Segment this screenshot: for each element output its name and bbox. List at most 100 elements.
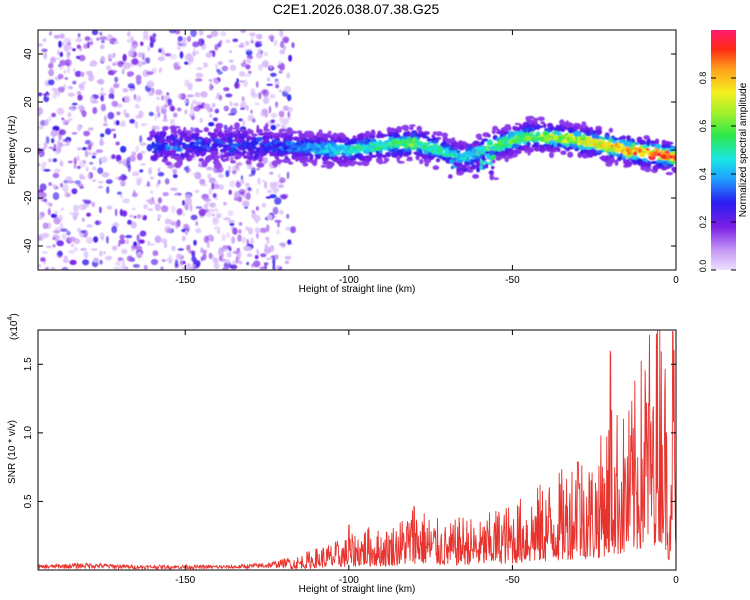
heatmap-noise-cell [59, 142, 63, 148]
heatmap-noise-cell [78, 54, 86, 62]
heatmap-noise-cell [54, 168, 61, 174]
heatmap-ridge-core-cell [298, 149, 304, 153]
heatmap-noise-cell [71, 188, 78, 195]
heatmap-noise-cell [219, 40, 223, 44]
heatmap-noise-cell [203, 103, 211, 110]
heatmap-noise-cell [67, 92, 75, 97]
heatmap-noise-cell [64, 188, 68, 197]
heatmap-noise-cell [152, 33, 157, 38]
heatmap-ridge-cell [640, 139, 646, 145]
heatmap-noise-cell [246, 253, 253, 257]
heatmap-noise-cell [221, 233, 226, 242]
heatmap-noise-cell [48, 203, 53, 207]
heatmap-ridge-cell [608, 127, 614, 133]
heatmap-ridge-cell [235, 153, 242, 159]
heatmap-noise-cell [248, 70, 252, 74]
heatmap-noise-cell [260, 253, 267, 258]
heatmap-noise-cell [49, 31, 52, 36]
heatmap-noise-cell [255, 42, 263, 48]
heatmap-noise-cell [284, 38, 289, 44]
heatmap-noise-cell [266, 239, 270, 244]
heatmap-noise-cell [54, 227, 61, 231]
heatmap-noise-cell [253, 215, 261, 223]
heatmap-noise-cell [129, 119, 136, 124]
heatmap-noise-cell [206, 241, 210, 249]
heatmap-ridge-cell [323, 152, 330, 158]
heatmap-ridge-cell [216, 128, 223, 132]
heatmap-noise-cell [241, 96, 245, 102]
heatmap-noise-cell [265, 224, 270, 233]
heatmap-noise-cell [251, 118, 256, 123]
heatmap-noise-cell [250, 88, 256, 94]
heatmap-noise-cell [130, 221, 137, 229]
heatmap-noise-cell [117, 242, 121, 247]
heatmap-ridge-cell [527, 147, 535, 153]
heatmap-ridge-core-cell [584, 139, 588, 143]
heatmap-ridge-cell [242, 150, 247, 154]
snr-panel: -150 -100 -50 0 0.5 1.0 1.5 Height of straigh… [7, 313, 679, 595]
heatmap-noise-cell [164, 178, 170, 185]
heatmap-ridge-core-cell [342, 149, 348, 154]
heatmap-ridge-cell [490, 154, 497, 160]
spectrogram-panel: -150 -100 -50 0 -40 -20 0 20 40 Height of strai… [7, 29, 679, 295]
heatmap-ridge-core-cell [584, 142, 590, 147]
heatmap-ridge-cell [581, 134, 587, 139]
heatmap-noise-cell [286, 72, 291, 79]
heatmap-ridge-cell [599, 156, 607, 160]
heatmap-noise-cell [182, 212, 186, 217]
heatmap-noise-cell [194, 78, 203, 82]
heatmap-noise-cell [278, 110, 285, 118]
heatmap-ridge-cell [431, 140, 439, 144]
heatmap-noise-cell [57, 251, 63, 256]
heatmap-ridge-cell [327, 130, 332, 135]
heatmap-noise-cell [59, 33, 65, 39]
heatmap-noise-cell [217, 61, 223, 65]
heatmap-noise-cell [157, 111, 161, 118]
heatmap-noise-cell [89, 62, 97, 67]
heatmap-ridge-cell [582, 153, 588, 159]
heatmap-noise-cell [41, 161, 47, 166]
heatmap-noise-cell [108, 93, 114, 99]
heatmap-noise-cell [77, 147, 82, 151]
heatmap-noise-cell [247, 227, 254, 235]
heatmap-ridge-cell [530, 122, 535, 129]
heatmap-ridge-cell [499, 130, 505, 134]
heatmap-ridge-core-cell [462, 152, 467, 155]
heatmap-noise-cell [80, 230, 86, 234]
heatmap-ridge-cell [184, 136, 193, 143]
heatmap-ridge-core-cell [286, 149, 292, 152]
heatmap-noise-cell [205, 211, 213, 217]
heatmap-noise-cell [265, 236, 270, 241]
heatmap-ridge-cell [156, 146, 164, 151]
heatmap-ridge-core-cell [444, 148, 449, 153]
heatmap-ridge-core-cell [399, 142, 407, 147]
heatmap-ridge-core-cell [292, 142, 297, 147]
heatmap-ridge-cell [149, 130, 157, 135]
heatmap-ridge-core-cell [429, 146, 436, 149]
heatmap-ridge-core-cell [323, 149, 330, 154]
heatmap-noise-cell [126, 156, 131, 164]
heatmap-ridge-core-cell [321, 147, 327, 150]
heatmap-ridge-cell [626, 136, 631, 143]
heatmap-noise-cell [118, 175, 122, 181]
heatmap-noise-cell [278, 70, 283, 74]
heatmap-noise-cell [229, 101, 233, 107]
heatmap-noise-cell [223, 87, 230, 92]
heatmap-noise-cell [53, 88, 58, 95]
spectrogram-x-axis: -150 -100 -50 0 [175, 30, 679, 286]
heatmap-ridge-core-cell [375, 147, 381, 151]
heatmap-ridge-cell [401, 124, 410, 131]
heatmap-noise-cell [100, 96, 103, 101]
heatmap-ridge-cell [449, 159, 455, 165]
heatmap-ridge-cell [229, 153, 236, 156]
heatmap-noise-cell [99, 206, 102, 214]
heatmap-noise-cell [141, 61, 146, 65]
heatmap-noise-cell [103, 251, 106, 255]
heatmap-ridge-cell [347, 141, 354, 145]
heatmap-noise-cell [95, 220, 99, 226]
heatmap-ridge-cell [445, 138, 454, 144]
heatmap-noise-cell [246, 246, 252, 252]
heatmap-noise-cell [146, 80, 155, 88]
heatmap-ridge-cell [507, 132, 511, 139]
heatmap-noise-cell [56, 107, 65, 116]
